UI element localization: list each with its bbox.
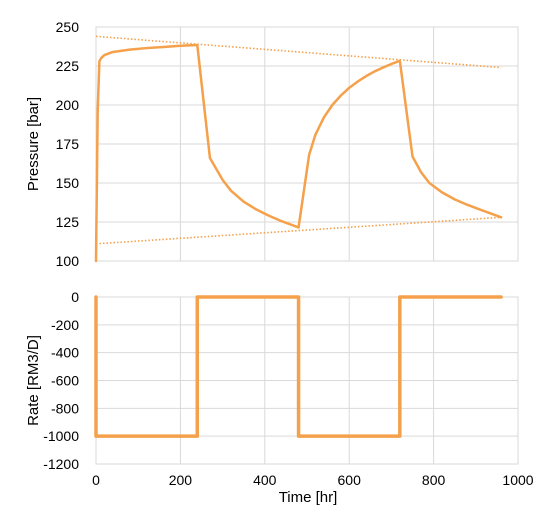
pressure-y-tick-label: 100 <box>56 253 80 269</box>
rate-y-tick-label: -200 <box>51 317 79 333</box>
pressure-series-line-solid <box>94 43 503 263</box>
pressure-y-axis-label: Pressure [bar] <box>25 97 42 191</box>
pressure-series-line-dotted <box>95 35 502 69</box>
rate-y-tick-label: -1200 <box>43 456 79 472</box>
pressure-y-tick-label: 200 <box>56 97 80 113</box>
rate-x-tick-label: 0 <box>92 472 100 488</box>
rate-x-tick-label: 600 <box>338 472 362 488</box>
rate-y-tick-label: 0 <box>71 289 79 305</box>
rate-x-axis-label: Time [hr] <box>279 489 338 506</box>
pressure-series-line-dotted <box>95 216 502 245</box>
rate-chart: -1200 -1000 -800 -600 -400 -200 0 0 200 400 600 800… <box>25 289 534 506</box>
rate-y-tick-label: -1000 <box>43 428 79 444</box>
rate-series-line-solid <box>94 295 503 438</box>
pressure-y-tick-label: 150 <box>56 175 80 191</box>
rate-x-tick-label: 200 <box>169 472 193 488</box>
pressure-y-tick-label: 175 <box>56 136 80 152</box>
rate-x-tick-label: 800 <box>422 472 446 488</box>
rate-y-tick-label: -400 <box>51 345 79 361</box>
rate-x-tick-label: 1000 <box>502 472 533 488</box>
rate-y-tick-label: -600 <box>51 373 79 389</box>
pressure-y-tick-label: 225 <box>56 58 80 74</box>
pressure-y-tick-label: 250 <box>56 19 80 35</box>
rate-y-axis-label: Rate [RM3/D] <box>25 335 42 426</box>
rate-x-tick-label: 400 <box>253 472 277 488</box>
rate-y-tick-label: -800 <box>51 400 79 416</box>
pressure-y-tick-label: 125 <box>56 214 80 230</box>
pressure-plot-frame <box>95 26 519 262</box>
pressure-chart: 100 125 150 175 200 225 250 Pressure [bar] <box>25 19 519 269</box>
